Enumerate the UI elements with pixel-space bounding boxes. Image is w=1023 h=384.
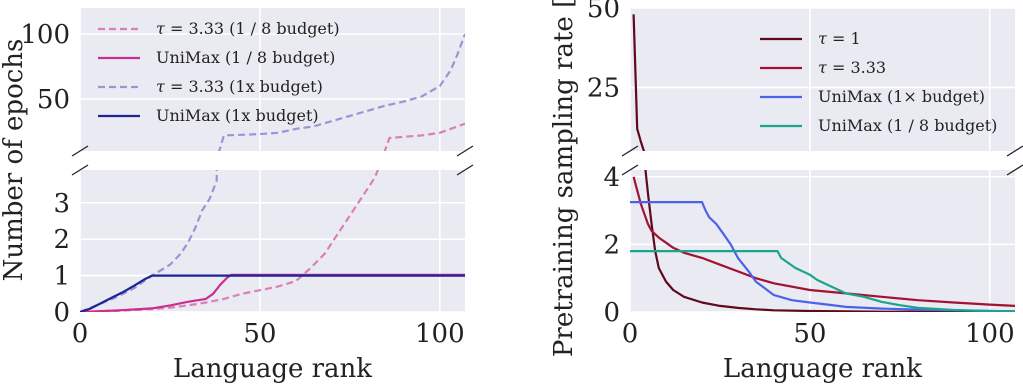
axis-break-mark (1006, 145, 1023, 157)
bottom-panel: 0 2 4 (603, 163, 1015, 328)
series-group (80, 33, 465, 164)
series-group (80, 170, 465, 312)
legend-label: τ = 1 (818, 29, 861, 48)
axis-break-mark (71, 145, 89, 157)
top-panel: 50 100 (20, 8, 465, 164)
plot-background (630, 170, 1015, 312)
series-line (80, 170, 380, 312)
series-line (634, 154, 1015, 166)
top-panel: 25 50 (587, 0, 1015, 167)
y-tick-label: 50 (587, 0, 620, 24)
legend-label: UniMax (1 / 8 budget) (818, 116, 997, 135)
y-tick-label: 100 (20, 20, 70, 50)
series-line (632, 176, 1015, 307)
y-tick-label: 25 (587, 73, 620, 103)
plot-background (630, 8, 1015, 151)
series-line (218, 33, 465, 151)
series-line (80, 163, 465, 164)
y-tick-label: 50 (37, 85, 70, 115)
x-tick-label: 100 (415, 319, 465, 349)
y-tick-label: 1 (53, 262, 70, 292)
y-axis-label: Pretraining sampling rate [%] (549, 0, 579, 357)
bottom-panel: 0 1 2 3 (53, 170, 465, 328)
legend-label: UniMax (1 / 8 budget) (156, 48, 335, 67)
x-tick-label: 50 (793, 319, 826, 349)
y-tick-label: 2 (53, 225, 70, 255)
legend-label: τ = 3.33 (1 / 8 budget) (156, 19, 340, 38)
axis-break-mark (456, 145, 474, 157)
x-axis-label: Language rank (723, 354, 922, 384)
axis-break-mark (456, 164, 474, 176)
y-tick-label: 0 (603, 298, 620, 328)
axis-break-mark (1006, 164, 1023, 176)
axis-break-mark (621, 164, 639, 176)
series-line (630, 201, 1015, 312)
chart-2: 25 50 0 2 4 0 50 100 Language rank Pretraining sa… (549, 0, 1023, 384)
x-tick-label: 100 (965, 319, 1015, 349)
legend-label: τ = 3.33 (818, 58, 886, 77)
plot-background (80, 8, 465, 151)
axis-break-mark (621, 145, 639, 157)
legend-label: τ = 3.33 (1x budget) (156, 77, 323, 96)
series-line (80, 274, 465, 312)
series-line (630, 250, 1015, 312)
y-tick-label: 4 (603, 163, 620, 193)
series-line (630, 161, 1015, 167)
y-tick-label: 3 (53, 189, 70, 219)
legend-label: UniMax (1× budget) (818, 87, 985, 106)
y-tick-label: 2 (603, 230, 620, 260)
x-tick-label: 50 (243, 319, 276, 349)
x-tick-label: 0 (622, 319, 639, 349)
series-group (630, 170, 1015, 312)
legend: τ = 1 τ = 3.33 UniMax (1× budget) UniMax (1… (760, 29, 997, 135)
x-axis-label: Language rank (173, 354, 372, 384)
legend-label: UniMax (1x budget) (156, 106, 319, 125)
series-line (630, 157, 1015, 167)
series-line (80, 163, 465, 164)
y-tick-label: 0 (53, 298, 70, 328)
series-line (80, 170, 218, 312)
series-line (644, 170, 1015, 312)
y-axis-label: Number of epochs (0, 39, 29, 282)
x-tick-label: 0 (72, 319, 89, 349)
plot-background (80, 170, 465, 312)
legend: τ = 3.33 (1 / 8 budget) UniMax (1 / 8 bud… (98, 19, 340, 125)
axis-break-mark (71, 164, 89, 176)
